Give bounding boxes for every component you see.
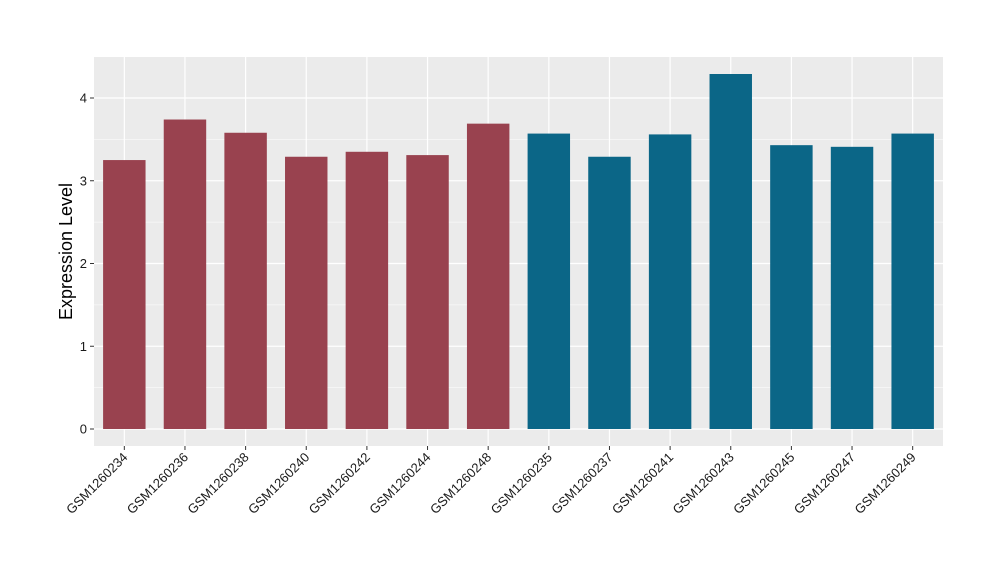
bar-GSM1260241 <box>648 134 692 429</box>
x-tick-label: GSM1260235 <box>488 450 555 517</box>
y-tick-label: 1 <box>80 339 87 354</box>
x-tick-label: GSM1260236 <box>124 450 191 517</box>
x-axis: GSM1260234GSM1260236GSM1260238GSM1260240… <box>63 446 919 517</box>
bar-GSM1260248 <box>466 123 510 429</box>
x-tick-label: GSM1260237 <box>548 450 615 517</box>
bar-GSM1260235 <box>527 133 571 429</box>
y-tick-label: 4 <box>80 91 87 106</box>
x-tick-label: GSM1260234 <box>63 450 130 517</box>
y-tick-label: 3 <box>80 173 87 188</box>
x-tick-label: GSM1260249 <box>851 450 918 517</box>
bar-GSM1260244 <box>406 155 449 429</box>
bar-GSM1260240 <box>285 156 328 429</box>
x-tick-label: GSM1260238 <box>184 450 251 517</box>
x-tick-label: GSM1260244 <box>366 450 433 517</box>
x-tick-label: GSM1260243 <box>670 450 737 517</box>
bar-GSM1260247 <box>830 146 874 429</box>
y-tick-label: 2 <box>80 256 87 271</box>
bar-GSM1260245 <box>770 145 813 430</box>
y-tick-label: 0 <box>80 422 87 437</box>
x-tick-label: GSM1260245 <box>730 450 797 517</box>
x-tick-label: GSM1260241 <box>609 450 676 517</box>
bar-GSM1260236 <box>163 119 207 429</box>
bars <box>103 74 934 430</box>
bar-GSM1260237 <box>588 156 631 429</box>
bar-GSM1260238 <box>224 132 267 429</box>
x-tick-label: GSM1260247 <box>791 450 858 517</box>
bar-GSM1260243 <box>709 74 752 429</box>
y-axis: 0 1 2 3 4 <box>80 91 94 437</box>
bar-GSM1260249 <box>891 133 934 429</box>
bar-GSM1260234 <box>103 160 146 429</box>
x-tick-label: GSM1260240 <box>245 450 312 517</box>
x-tick-label: GSM1260242 <box>306 450 373 517</box>
y-axis-title: Expression Level <box>56 183 76 320</box>
bar-GSM1260242 <box>345 151 389 429</box>
x-tick-label: GSM1260248 <box>427 450 494 517</box>
